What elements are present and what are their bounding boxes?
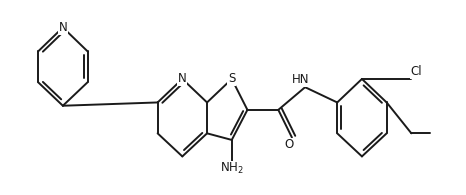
Text: N: N [59,21,67,34]
Text: HN: HN [291,73,309,86]
Text: N: N [178,73,187,85]
Text: O: O [284,138,293,151]
Text: NH$_2$: NH$_2$ [220,161,244,176]
Text: S: S [228,73,235,85]
Text: Cl: Cl [411,65,422,78]
